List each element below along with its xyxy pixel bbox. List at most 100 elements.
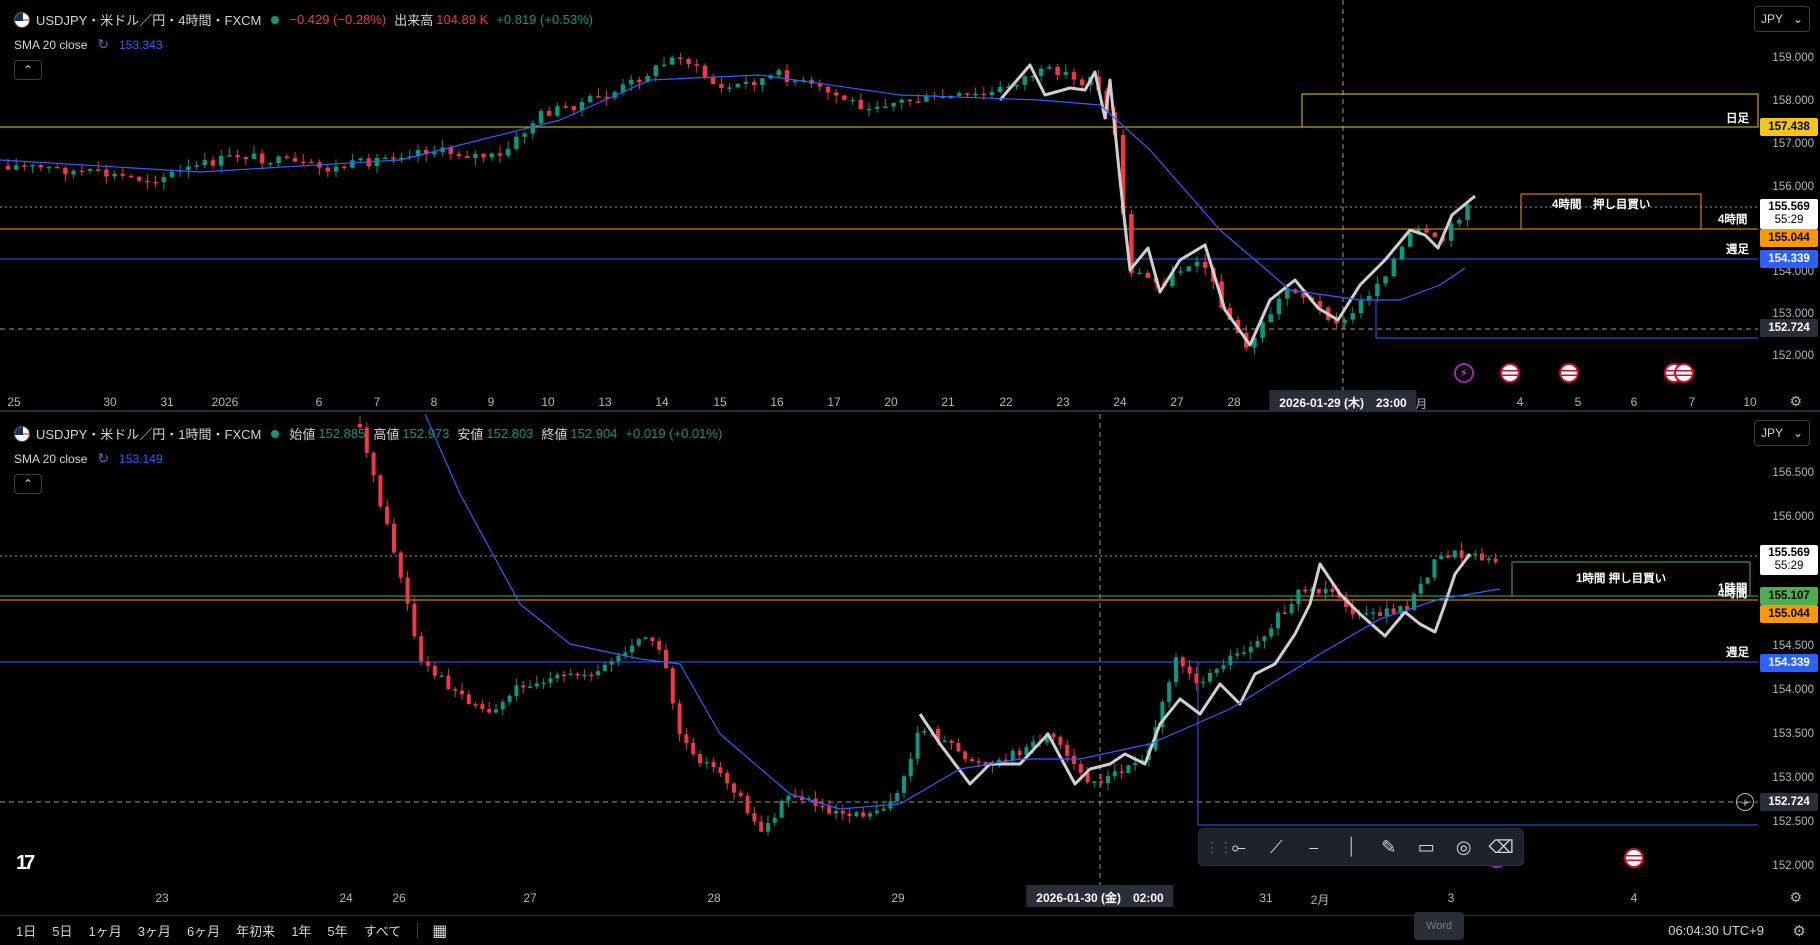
drawing-toolbar[interactable]: ⋮⋮ ⟜ ⟋ ⎯ ⏐ ✎ ▭ ◎ ⌫ (1198, 828, 1524, 866)
range-button[interactable]: 5年 (327, 924, 348, 939)
horizontal-ray-icon[interactable]: ⟜ (1231, 836, 1246, 857)
candle-body (548, 678, 553, 683)
candle-body (497, 153, 503, 156)
word-taskbar-chip[interactable]: Word (1414, 912, 1464, 940)
candle-body (1446, 555, 1450, 558)
candle-body (95, 169, 101, 171)
candle-body (684, 734, 689, 743)
chart-pane-4h[interactable]: USDJPY・米ドル／円・4時間・FXCM −0.429 (−0.28%) 出来… (0, 0, 1820, 412)
symbol-title[interactable]: USDJPY・米ドル／円・1時間・FXCM (36, 427, 262, 442)
bar-countdown: 55:29 (1774, 214, 1804, 226)
sma-legend-1h[interactable]: SMA 20 close ↻ 153.149 (14, 450, 163, 467)
candle-body (136, 176, 142, 181)
candle-body (1078, 763, 1083, 773)
candle-body (989, 92, 995, 96)
candle-body (194, 165, 199, 167)
candle-body (732, 783, 736, 793)
candle-body (1092, 781, 1097, 783)
crosshair-price-tag: 152.724 (1760, 319, 1818, 337)
settings-icon[interactable]: ⚙ (1792, 922, 1806, 940)
collapse-legend-button[interactable]: ⌃ (14, 60, 42, 80)
candlestick-chart-4h[interactable] (0, 0, 1820, 412)
time-axis-4h[interactable]: 25 30 31 2026 6 7 8 9 10 13 14 15 16 17 20 21 22 23 24 27 28… (0, 390, 1760, 410)
clock[interactable]: 06:04:30 UTC+9 (1668, 923, 1764, 938)
h4-line-caption: 4時間 (1718, 588, 1748, 600)
candle-body (678, 57, 683, 60)
candle-body (956, 742, 961, 752)
range-button[interactable]: 年初来 (236, 924, 276, 939)
candle-body (1214, 668, 1219, 673)
collapse-legend-button[interactable]: ⌃ (14, 474, 42, 494)
gear-icon[interactable]: ⚙ (1789, 393, 1802, 409)
candle-body (924, 95, 929, 102)
price-axis-label: 157.000 (1772, 138, 1814, 150)
candle-body (1383, 276, 1388, 284)
candle-body (1260, 322, 1265, 338)
time-axis-label: 28 (707, 891, 721, 905)
us-event-icon[interactable] (1559, 363, 1579, 383)
range-button[interactable]: 1年 (291, 924, 312, 939)
candle-body (161, 177, 167, 183)
candle-body (46, 166, 52, 169)
us-event-icon[interactable] (1674, 363, 1694, 383)
trend-line-icon[interactable]: ⟋ (1269, 836, 1283, 857)
horizontal-line-icon[interactable]: ⎯ (1309, 836, 1319, 857)
ellipse-icon[interactable]: ◎ (1455, 836, 1472, 857)
us-event-icon[interactable] (1500, 363, 1520, 383)
candle-body (1119, 771, 1124, 774)
us-flag-icon (14, 425, 30, 442)
candle-body (439, 675, 444, 678)
us-event-icon[interactable] (1624, 848, 1644, 868)
candle-body (1248, 646, 1253, 653)
calendar-icon[interactable]: ▦ (432, 922, 448, 940)
candle-body (243, 157, 249, 160)
candle-body (981, 93, 987, 96)
symbol-title[interactable]: USDJPY・米ドル／円・4時間・FXCM (36, 13, 262, 28)
candle-body (358, 158, 363, 161)
gear-icon[interactable]: ⚙ (1789, 889, 1802, 905)
add-alert-icon[interactable]: + (1736, 793, 1754, 811)
chevron-up-icon: ⌃ (22, 477, 34, 491)
lightning-event-icon[interactable]: ⚡ (1454, 363, 1474, 383)
candle-body (587, 96, 593, 103)
candlestick-chart-1h[interactable] (0, 414, 1820, 910)
brush-icon[interactable]: ✎ (1381, 836, 1397, 857)
range-button[interactable]: 6ヶ月 (186, 924, 221, 939)
candle-body (596, 96, 601, 98)
time-axis-1h[interactable]: 23 24 26 27 28 29 31 2月 3 4 (0, 886, 1760, 910)
candle-body (719, 84, 724, 89)
currency-select[interactable]: JPY ⌄ (1754, 420, 1810, 446)
price-axis-label: 153.000 (1772, 772, 1814, 784)
drag-handle-icon[interactable]: ⋮⋮ (1205, 838, 1233, 855)
time-axis-label: 30 (103, 395, 117, 409)
range-button[interactable]: すべて (363, 924, 402, 939)
currency-select[interactable]: JPY ⌄ (1754, 6, 1810, 32)
price-axis-label: 154.000 (1772, 684, 1814, 696)
tradingview-logo[interactable]: 17 (16, 852, 35, 874)
chart-pane-1h[interactable]: USDJPY・米ドル／円・1時間・FXCM 始値 152.885 高値 152.… (0, 414, 1820, 910)
range-button[interactable]: 1日 (16, 924, 37, 939)
range-button[interactable]: 1ヶ月 (88, 924, 122, 939)
price-axis-label: 152.000 (1772, 350, 1814, 362)
candle-body (745, 795, 750, 814)
candle-body (842, 95, 847, 100)
time-axis-label: 3 (1447, 891, 1455, 905)
range-button[interactable]: 5日 (52, 924, 73, 939)
market-open-icon (271, 15, 280, 24)
candle-body (38, 165, 44, 168)
candle-body (1170, 272, 1175, 287)
candle-body (1202, 261, 1208, 268)
candle-body (895, 792, 900, 802)
weekly-line-caption: 週足 (1726, 244, 1749, 256)
candle-body (276, 156, 281, 163)
eraser-icon[interactable]: ⌫ (1488, 836, 1514, 857)
candle-body (1282, 612, 1287, 614)
crosshair-price-tag: 152.724 (1760, 793, 1818, 811)
rectangle-icon[interactable]: ▭ (1417, 836, 1435, 857)
vertical-line-icon[interactable]: ⏐ (1346, 836, 1357, 857)
candle-body (907, 99, 913, 102)
sma-legend-4h[interactable]: SMA 20 close ↻ 153.343 (14, 36, 163, 53)
range-button[interactable]: 3ヶ月 (137, 924, 171, 939)
candle-body (970, 759, 974, 762)
candle-body (1432, 232, 1438, 238)
